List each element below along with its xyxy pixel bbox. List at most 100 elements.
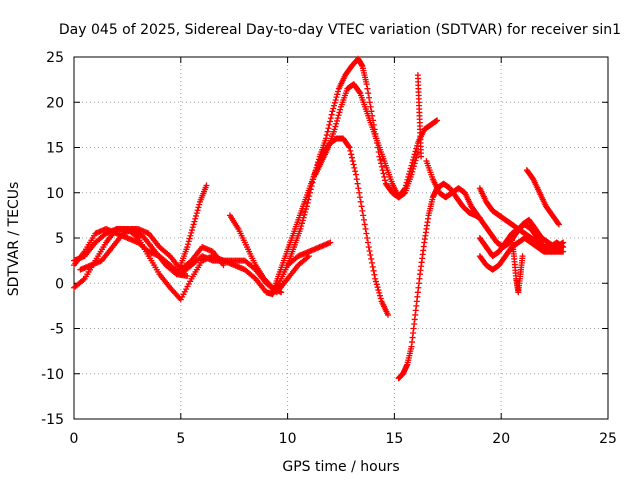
- y-tick-label: -10: [41, 367, 64, 383]
- data-point: [187, 232, 194, 239]
- x-tick-label: 20: [492, 431, 510, 447]
- data-point: [410, 154, 417, 161]
- data-point: [305, 196, 312, 203]
- data-point: [434, 117, 441, 124]
- series-track-3: [71, 225, 227, 273]
- data-point: [418, 153, 425, 160]
- data-point: [373, 281, 380, 288]
- data-point: [555, 220, 562, 227]
- data-point: [358, 203, 365, 210]
- data-point: [402, 182, 409, 189]
- data-point: [185, 238, 192, 245]
- data-point: [327, 115, 334, 122]
- series-track-10: [395, 180, 483, 382]
- data-point: [278, 289, 285, 296]
- data-point: [353, 176, 360, 183]
- series-track-5: [177, 182, 210, 269]
- y-axis-label: SDTVAR / TECUs: [6, 182, 22, 297]
- data-point: [369, 263, 376, 270]
- data-point: [310, 176, 317, 183]
- data-point: [329, 108, 336, 115]
- data-point: [165, 251, 172, 258]
- data-point: [333, 94, 340, 101]
- data-point: [305, 253, 312, 260]
- data-point: [362, 225, 369, 232]
- data-point: [347, 147, 354, 154]
- data-point: [356, 89, 363, 96]
- data-point: [331, 99, 338, 106]
- data-point: [184, 273, 191, 280]
- data-point: [349, 158, 356, 165]
- data-point: [365, 244, 372, 251]
- data-point: [297, 225, 304, 232]
- series-track-17: [523, 167, 562, 228]
- data-point: [350, 161, 357, 168]
- data-point: [324, 128, 331, 135]
- data-point: [194, 207, 201, 214]
- series-track-8: [284, 55, 421, 269]
- data-point: [193, 210, 200, 217]
- data-point: [381, 173, 388, 180]
- data-point: [363, 230, 370, 237]
- data-point: [331, 126, 338, 133]
- series-track-6: [226, 212, 285, 296]
- y-tick-label: -5: [50, 322, 64, 338]
- data-point: [189, 227, 196, 234]
- data-point: [360, 212, 367, 219]
- data-point: [332, 96, 339, 103]
- series-track-16: [508, 235, 526, 296]
- data-point: [372, 278, 379, 285]
- x-tick-label: 10: [279, 431, 297, 447]
- data-point: [370, 267, 377, 274]
- data-point: [375, 287, 382, 294]
- data-point: [352, 168, 359, 175]
- data-point: [328, 111, 335, 118]
- data-point: [382, 177, 389, 184]
- data-point: [413, 145, 420, 152]
- data-point: [348, 154, 355, 161]
- data-point: [251, 274, 258, 281]
- data-point: [304, 254, 311, 261]
- data-point: [325, 125, 332, 132]
- data-point: [220, 262, 227, 269]
- data-point: [309, 179, 316, 186]
- data-point: [366, 94, 373, 101]
- data-point: [368, 259, 375, 266]
- data-point: [331, 102, 338, 109]
- data-point: [304, 199, 311, 206]
- data-point: [308, 182, 315, 189]
- data-point: [410, 156, 417, 163]
- data-point: [335, 88, 342, 95]
- data-point: [334, 115, 341, 122]
- data-point: [193, 212, 200, 219]
- data-point: [354, 180, 361, 187]
- data-point: [406, 171, 413, 178]
- data-point: [306, 193, 313, 200]
- x-tick-label: 25: [599, 431, 617, 447]
- x-axis-label: GPS time / hours: [282, 459, 399, 475]
- data-point: [364, 85, 371, 92]
- data-point: [327, 239, 334, 246]
- data-point: [361, 221, 368, 228]
- data-point: [330, 105, 337, 112]
- data-point: [334, 91, 341, 98]
- data-point: [307, 189, 314, 196]
- x-tick-label: 5: [176, 431, 185, 447]
- data-point: [203, 182, 210, 189]
- data-point: [371, 271, 378, 278]
- data-point: [335, 112, 342, 119]
- data-point: [351, 164, 358, 171]
- data-point: [337, 106, 344, 113]
- data-point: [376, 289, 383, 296]
- data-point: [299, 220, 306, 227]
- data-point: [363, 81, 370, 88]
- x-tick-label: 0: [70, 431, 79, 447]
- data-point: [360, 216, 367, 223]
- y-tick-label: 0: [55, 276, 64, 292]
- series-track-4: [77, 225, 191, 280]
- data-point: [302, 208, 309, 215]
- data-point: [376, 292, 383, 299]
- data-point: [333, 117, 340, 124]
- x-tick-label: 15: [385, 431, 403, 447]
